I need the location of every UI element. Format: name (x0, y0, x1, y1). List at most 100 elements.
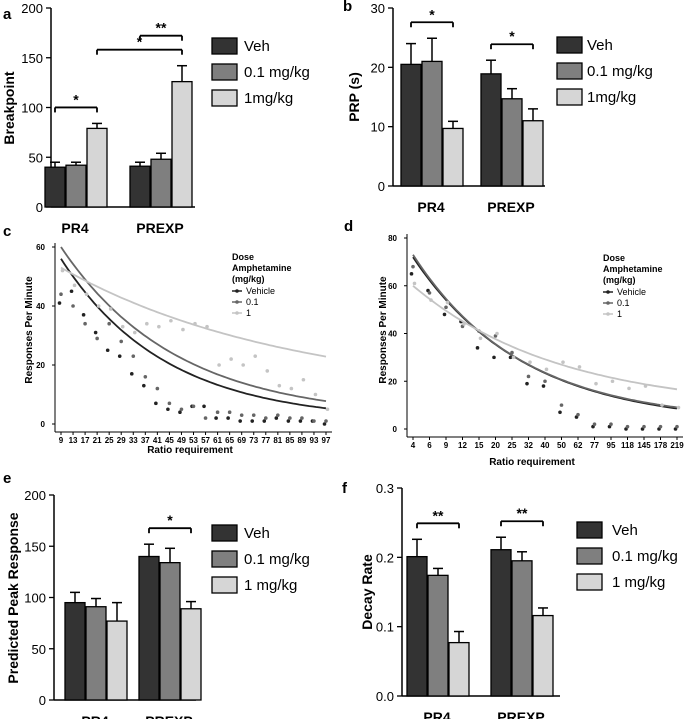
legend-title: (mg/kg) (603, 275, 636, 285)
y-tick-label: 60 (388, 282, 397, 291)
y-tick-label: 0.0 (376, 689, 394, 704)
data-point (528, 360, 532, 364)
bar (511, 560, 533, 697)
bar (501, 98, 523, 187)
data-point (288, 416, 292, 420)
x-tick-label: 50 (557, 441, 566, 450)
data-point (643, 384, 648, 388)
x-tick-label: 118 (621, 441, 634, 450)
data-point (93, 330, 98, 335)
legend-label: 0.1 mg/kg (612, 548, 678, 565)
legend-title: Amphetamine (232, 263, 292, 273)
data-point (676, 405, 681, 410)
data-point (286, 419, 291, 423)
data-point (169, 318, 173, 323)
data-point (117, 354, 122, 358)
significance-star: * (137, 34, 143, 50)
data-point (179, 407, 184, 412)
data-point (131, 354, 136, 358)
data-point (660, 403, 664, 407)
x-tick-label: 25 (508, 441, 517, 450)
x-tick-label: 33 (129, 436, 138, 445)
y-tick-label: 80 (388, 234, 397, 243)
panel-f-decay-rate: f 0.0 0.1 0.2 0.3 Decay Rate PR4 PREXP ** ** Veh 0.… (342, 480, 678, 719)
x-tick-label: 37 (141, 436, 150, 445)
x-tick-label: 61 (213, 436, 222, 445)
x-tick-label: 12 (458, 441, 467, 450)
x-tick-label: 6 (427, 441, 432, 450)
data-point (409, 272, 414, 276)
data-point (129, 372, 134, 376)
x-tick-label: 62 (574, 441, 583, 450)
data-point (253, 354, 258, 358)
data-point (178, 410, 182, 415)
legend-label: Veh (612, 522, 638, 539)
fit-curve (60, 258, 327, 410)
x-tick-label: 73 (249, 436, 258, 445)
y-tick-label: 200 (24, 488, 46, 503)
y-tick-label: 30 (371, 1, 385, 16)
legend-label: 0.1 (617, 298, 630, 308)
y-tick-label: 40 (388, 330, 397, 339)
bar (129, 165, 151, 208)
data-point (525, 381, 529, 386)
category-label: PREXP (136, 220, 183, 236)
data-point (324, 419, 328, 423)
x-tick-label: 25 (105, 436, 114, 445)
legend-label: 1 (617, 309, 622, 319)
data-point (166, 407, 170, 412)
bar (171, 80, 193, 208)
data-point (429, 298, 433, 302)
x-tick-label: 85 (285, 436, 294, 445)
x-tick-label: 93 (310, 436, 319, 445)
x-tick-label: 13 (69, 436, 78, 445)
data-point (81, 313, 86, 317)
category-label: PR4 (81, 713, 108, 719)
data-point (609, 422, 613, 427)
data-point (157, 324, 161, 329)
y-tick-label: 10 (371, 120, 385, 135)
data-point (214, 416, 218, 420)
significance-star: * (509, 28, 515, 44)
data-point (298, 419, 303, 423)
data-point (544, 367, 549, 372)
significance-star: ** (433, 507, 444, 523)
y-tick-label: 50 (32, 642, 46, 657)
category-label: PREXP (497, 709, 544, 719)
bar (532, 614, 554, 697)
legend-swatch (211, 37, 238, 55)
legend-swatch (211, 89, 238, 107)
bar (421, 60, 443, 187)
data-point (95, 336, 99, 341)
data-point (262, 419, 267, 423)
bar (150, 158, 172, 208)
bar (442, 127, 464, 187)
panel-letter: f (342, 480, 348, 497)
data-point (625, 424, 630, 429)
x-tick-label: 81 (273, 436, 282, 445)
data-point (59, 292, 63, 297)
data-point (508, 355, 513, 360)
legend-label: 0.1 (246, 297, 259, 307)
y-tick-label: 20 (371, 60, 385, 75)
legend-marker (235, 289, 239, 293)
legend-label: 0.1 mg/kg (244, 551, 310, 568)
data-point (191, 404, 196, 409)
bar (85, 606, 107, 701)
legend-title: (mg/kg) (232, 274, 265, 284)
data-point (69, 289, 74, 294)
data-point (675, 424, 679, 429)
data-point (627, 386, 631, 391)
y-tick-label: 50 (29, 150, 43, 165)
y-tick-label: 20 (36, 361, 45, 370)
data-point (193, 321, 197, 326)
legend-label: 1 mg/kg (244, 577, 297, 594)
fit-curve (412, 254, 678, 409)
data-point (541, 384, 546, 388)
x-axis-label: Ratio requirement (147, 445, 233, 456)
data-point (592, 422, 597, 427)
y-axis-label: Responses Per Minute (378, 276, 389, 384)
data-point (265, 369, 270, 373)
